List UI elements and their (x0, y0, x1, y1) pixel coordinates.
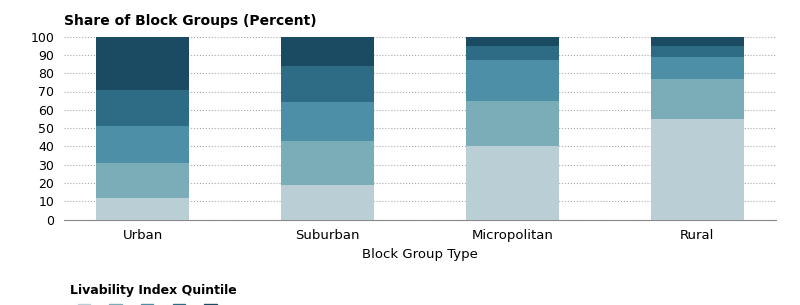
Bar (651, 46, 744, 57)
Bar (282, 66, 374, 102)
Text: Share of Block Groups (Percent): Share of Block Groups (Percent) (64, 15, 317, 28)
Legend: 1, 2, 3, 4, 5: 1, 2, 3, 4, 5 (70, 284, 237, 305)
Bar (96, 37, 189, 90)
Bar (96, 90, 189, 126)
Bar (466, 101, 558, 146)
Bar (282, 185, 374, 220)
Bar (96, 126, 189, 163)
Bar (651, 119, 744, 220)
Bar (651, 79, 744, 119)
Bar (466, 46, 558, 60)
Bar (466, 37, 558, 46)
Bar (466, 60, 558, 101)
Bar (282, 141, 374, 185)
Bar (282, 37, 374, 66)
Bar (282, 102, 374, 141)
Bar (651, 57, 744, 79)
Bar (651, 37, 744, 46)
Bar (466, 146, 558, 220)
Bar (96, 163, 189, 198)
Bar (96, 198, 189, 220)
X-axis label: Block Group Type: Block Group Type (362, 248, 478, 261)
